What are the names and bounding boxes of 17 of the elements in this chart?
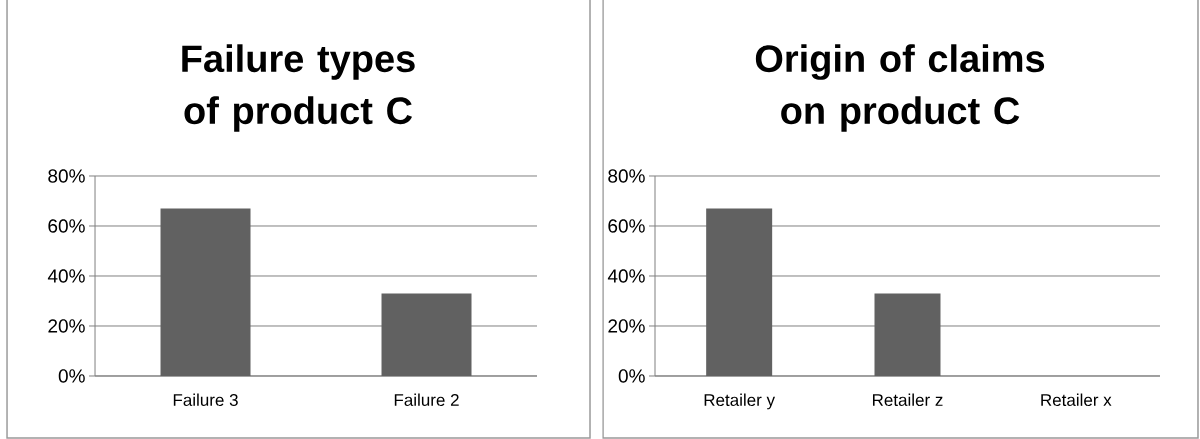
- y-tick-label: 40%: [47, 269, 85, 283]
- x-tick-label: Failure 2: [394, 393, 459, 407]
- x-tick-label: Failure 3: [173, 393, 238, 407]
- y-tick-label: 20%: [608, 319, 645, 333]
- chart-title: Failure types of product C: [182, 44, 415, 132]
- x-tick-label: Retailer z: [872, 393, 943, 407]
- y-tick-label: 80%: [48, 169, 85, 183]
- y-tick-label: 60%: [48, 219, 85, 233]
- x-tick-label: Retailer x: [1041, 393, 1112, 407]
- y-tick-label: 60%: [608, 219, 645, 233]
- y-tick-label: 0%: [58, 369, 85, 383]
- y-tick-label: 0%: [618, 369, 645, 383]
- y-tick-label: 20%: [48, 319, 85, 333]
- x-tick-label: Retailer y: [704, 393, 776, 410]
- chart-title: Origin of claims on product C: [755, 44, 1045, 132]
- y-tick-label: 80%: [608, 169, 645, 183]
- y-tick-label: 40%: [607, 269, 645, 283]
